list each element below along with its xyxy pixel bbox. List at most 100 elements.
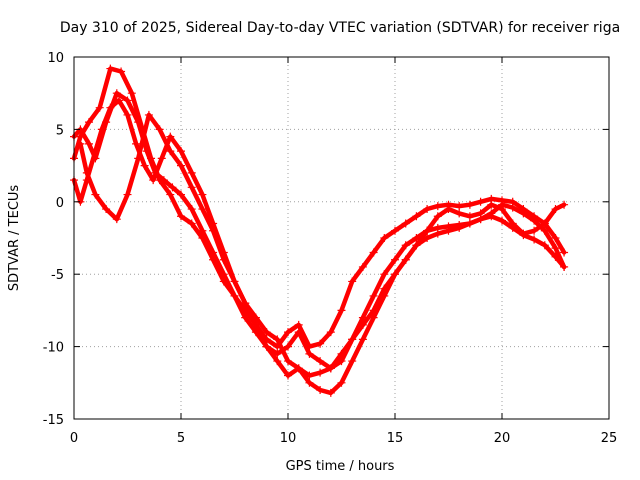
data-point xyxy=(326,328,335,337)
data-point xyxy=(401,255,410,264)
data-point xyxy=(519,229,528,238)
data-point xyxy=(465,200,474,209)
data-point xyxy=(241,299,250,308)
data-point xyxy=(551,205,560,214)
data-point xyxy=(380,284,389,293)
data-point xyxy=(498,216,506,225)
data-point xyxy=(294,364,303,373)
data-point xyxy=(348,357,357,366)
data-point xyxy=(391,255,399,264)
series-line xyxy=(71,90,567,371)
data-point xyxy=(487,200,496,209)
data-point xyxy=(177,190,185,199)
data-point xyxy=(560,262,569,271)
data-point xyxy=(149,176,158,185)
data-point xyxy=(455,223,464,232)
data-point xyxy=(198,205,207,214)
data-point xyxy=(326,364,335,373)
data-point xyxy=(134,118,143,127)
data-point xyxy=(187,183,196,192)
y-tick-label: -5 xyxy=(51,268,64,283)
data-point xyxy=(551,252,560,261)
data-point xyxy=(487,212,496,221)
x-tick-label: 20 xyxy=(494,431,511,446)
data-point xyxy=(380,270,389,279)
data-point xyxy=(106,64,115,73)
data-point xyxy=(123,96,132,105)
data-point xyxy=(187,205,196,214)
data-point xyxy=(465,212,474,221)
data-point xyxy=(305,371,314,380)
y-axis-label: SDTVAR / TECUs xyxy=(7,185,22,292)
data-point xyxy=(530,216,539,225)
data-point xyxy=(76,139,85,148)
data-point xyxy=(540,241,549,250)
y-tick-label: -15 xyxy=(43,413,64,428)
data-point xyxy=(465,219,474,228)
data-point xyxy=(198,190,207,199)
data-point xyxy=(316,386,325,395)
data-point xyxy=(508,219,517,228)
data-point xyxy=(391,226,399,235)
data-point xyxy=(127,89,136,98)
data-point xyxy=(114,96,123,105)
data-point xyxy=(144,110,153,119)
data-point xyxy=(412,212,421,221)
data-point xyxy=(455,209,464,218)
data-point xyxy=(423,205,432,214)
data-point xyxy=(91,147,100,156)
data-point xyxy=(401,219,410,228)
plot-frame xyxy=(73,56,610,420)
data-point xyxy=(112,89,121,98)
series-series-4 xyxy=(76,110,569,380)
data-point xyxy=(369,248,378,257)
data-point xyxy=(262,342,271,351)
data-point xyxy=(337,349,346,358)
data-point xyxy=(84,118,93,127)
data-point xyxy=(560,248,569,257)
x-tick-label: 10 xyxy=(280,431,297,446)
data-point xyxy=(337,306,346,315)
data-point xyxy=(530,226,539,235)
data-point xyxy=(498,205,506,214)
data-point xyxy=(530,235,539,244)
data-point xyxy=(187,219,196,228)
data-point xyxy=(95,103,104,112)
data-point xyxy=(455,202,464,211)
y-tick-label: 5 xyxy=(56,123,64,138)
data-point xyxy=(316,357,325,366)
data-point xyxy=(97,125,106,134)
data-point xyxy=(166,190,175,199)
chart-title: Day 310 of 2025, Sidereal Day-to-day VTE… xyxy=(60,20,620,36)
y-tick-label: -10 xyxy=(43,341,64,356)
x-tick-label: 25 xyxy=(601,431,618,446)
data-point xyxy=(273,335,282,344)
data-point xyxy=(166,132,175,141)
data-point xyxy=(380,234,389,242)
y-tick-label: 0 xyxy=(56,196,64,211)
data-point xyxy=(316,339,325,348)
data-point xyxy=(412,241,421,250)
data-point xyxy=(159,176,168,185)
data-point xyxy=(326,388,335,397)
y-tick-label: 10 xyxy=(47,51,64,66)
data-point xyxy=(273,357,282,366)
data-point xyxy=(433,229,442,238)
data-point xyxy=(134,154,143,163)
data-series xyxy=(70,64,569,397)
series-line xyxy=(78,112,567,378)
data-point xyxy=(284,328,292,337)
data-point xyxy=(166,147,175,156)
x-tick-label: 0 xyxy=(70,431,78,446)
data-point xyxy=(476,197,485,206)
x-tick-labels: 0 5 10 15 20 25 xyxy=(70,57,617,446)
data-point xyxy=(219,255,228,264)
data-point xyxy=(187,168,196,177)
data-point xyxy=(102,205,111,214)
data-point xyxy=(140,161,149,170)
data-point xyxy=(348,277,357,286)
data-point xyxy=(519,209,528,218)
data-point xyxy=(230,277,239,286)
data-point xyxy=(433,202,442,211)
